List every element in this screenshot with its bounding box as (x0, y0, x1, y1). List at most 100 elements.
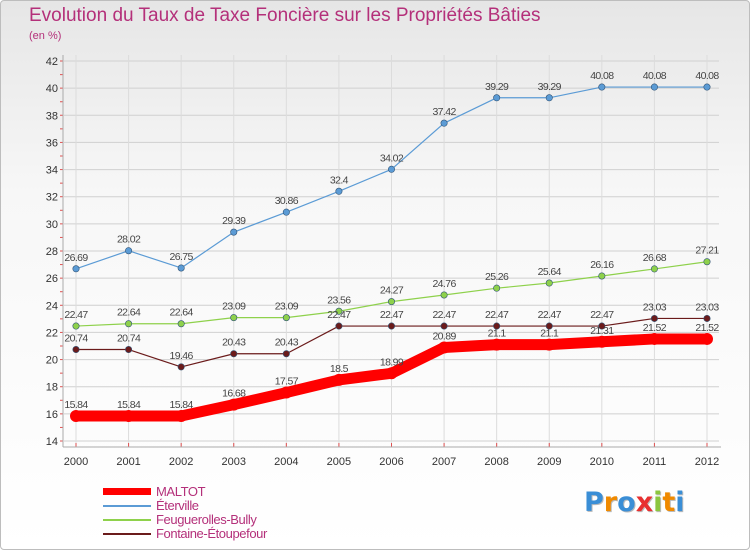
data-point (282, 208, 290, 216)
data-point (703, 83, 711, 91)
data-label: 20.43 (222, 337, 246, 349)
data-point (387, 298, 395, 306)
data-label: 23.03 (643, 301, 667, 313)
data-label: 22.47 (380, 309, 404, 321)
y-tick-label: 34 (46, 165, 58, 177)
data-point (598, 272, 606, 280)
data-point (490, 338, 503, 351)
data-label: 17.57 (275, 376, 299, 388)
data-point (335, 187, 343, 195)
y-tick-label: 28 (46, 246, 58, 258)
data-point (125, 346, 133, 354)
data-point (230, 314, 238, 322)
data-label: 22.47 (538, 309, 562, 321)
legend-swatch (103, 505, 151, 507)
x-tick-label: 2011 (643, 456, 667, 468)
y-tick-label: 18 (46, 382, 58, 394)
data-label: 22.47 (64, 309, 88, 321)
data-label: 26.69 (64, 252, 88, 264)
y-tick-label: 30 (46, 219, 58, 231)
data-label: 21.1 (540, 328, 559, 340)
proxiti-logo: Proxiti (584, 487, 685, 518)
legend-label: Éterville (156, 498, 199, 513)
data-label: 20.74 (117, 333, 141, 345)
data-label: 34.02 (380, 152, 404, 164)
x-tick-label: 2003 (222, 456, 246, 468)
data-point (335, 307, 343, 315)
data-label: 15.84 (64, 399, 88, 411)
data-point (177, 264, 185, 272)
logo-letter: P (584, 487, 604, 518)
legend-swatch (103, 488, 151, 495)
data-label: 39.29 (538, 81, 562, 93)
x-tick-label: 2012 (695, 456, 719, 468)
x-tick-label: 2006 (379, 456, 403, 468)
data-label: 16.68 (222, 388, 246, 400)
data-point (545, 322, 553, 330)
data-label: 25.26 (485, 271, 509, 283)
data-point (177, 363, 185, 371)
data-label: 37.42 (432, 106, 456, 118)
data-label: 26.68 (643, 252, 667, 264)
data-label: 20.74 (64, 333, 88, 345)
legend-label: MALTOT (156, 484, 206, 499)
data-label: 18.99 (380, 356, 404, 368)
x-tick-label: 2008 (484, 456, 508, 468)
data-point (598, 83, 606, 91)
data-label: 18.5 (330, 363, 349, 375)
logo-letter: o (617, 487, 636, 518)
legend-swatch (103, 533, 151, 535)
data-point (493, 94, 501, 102)
data-label: 29.39 (222, 215, 246, 227)
data-point (440, 119, 448, 127)
chart-title: Evolution du Taux de Taxe Foncière sur l… (29, 5, 541, 26)
y-tick-label: 32 (46, 192, 58, 204)
data-point (70, 410, 82, 423)
data-label: 21.52 (695, 322, 719, 334)
data-label: 40.08 (590, 70, 614, 82)
x-tick-label: 2002 (169, 456, 193, 468)
data-label: 23.09 (222, 301, 246, 313)
data-label: 39.29 (485, 81, 509, 93)
data-point (177, 320, 185, 328)
legend-swatch (103, 519, 151, 521)
data-point (282, 350, 290, 358)
data-label: 21.1 (488, 328, 507, 340)
data-point (125, 320, 133, 328)
data-label: 25.64 (538, 266, 562, 278)
data-point (387, 165, 395, 173)
data-point (385, 367, 398, 380)
data-point (387, 322, 395, 330)
legend-label: Feuguerolles-Bully (156, 512, 257, 527)
data-label: 21.31 (590, 325, 614, 337)
x-tick-label: 2000 (64, 456, 88, 468)
data-label: 22.47 (432, 309, 456, 321)
data-point (650, 265, 658, 273)
legend-label: Fontaine-Étoupefour (156, 526, 267, 541)
data-label: 22.47 (485, 309, 509, 321)
logo-letter: i (675, 487, 685, 518)
data-point (175, 410, 188, 423)
data-point (280, 386, 293, 399)
data-point (122, 410, 135, 423)
data-point (440, 322, 448, 330)
data-point (493, 322, 501, 330)
data-label: 23.09 (275, 301, 299, 313)
data-point (125, 247, 133, 255)
data-point (493, 284, 501, 292)
y-tick-label: 38 (46, 110, 58, 122)
chart-subtitle: (en %) (29, 30, 62, 42)
x-tick-label: 2001 (116, 456, 140, 468)
data-point (701, 332, 713, 345)
data-label: 32.4 (330, 174, 349, 186)
data-label: 40.08 (695, 70, 719, 82)
data-point (335, 322, 343, 330)
data-label: 19.46 (170, 350, 194, 362)
data-label: 23.03 (695, 301, 719, 313)
y-tick-label: 26 (46, 273, 58, 285)
data-point (703, 258, 711, 266)
data-point (545, 279, 553, 287)
data-label: 15.84 (117, 399, 141, 411)
y-tick-label: 24 (46, 300, 58, 312)
y-tick-label: 36 (46, 137, 58, 149)
